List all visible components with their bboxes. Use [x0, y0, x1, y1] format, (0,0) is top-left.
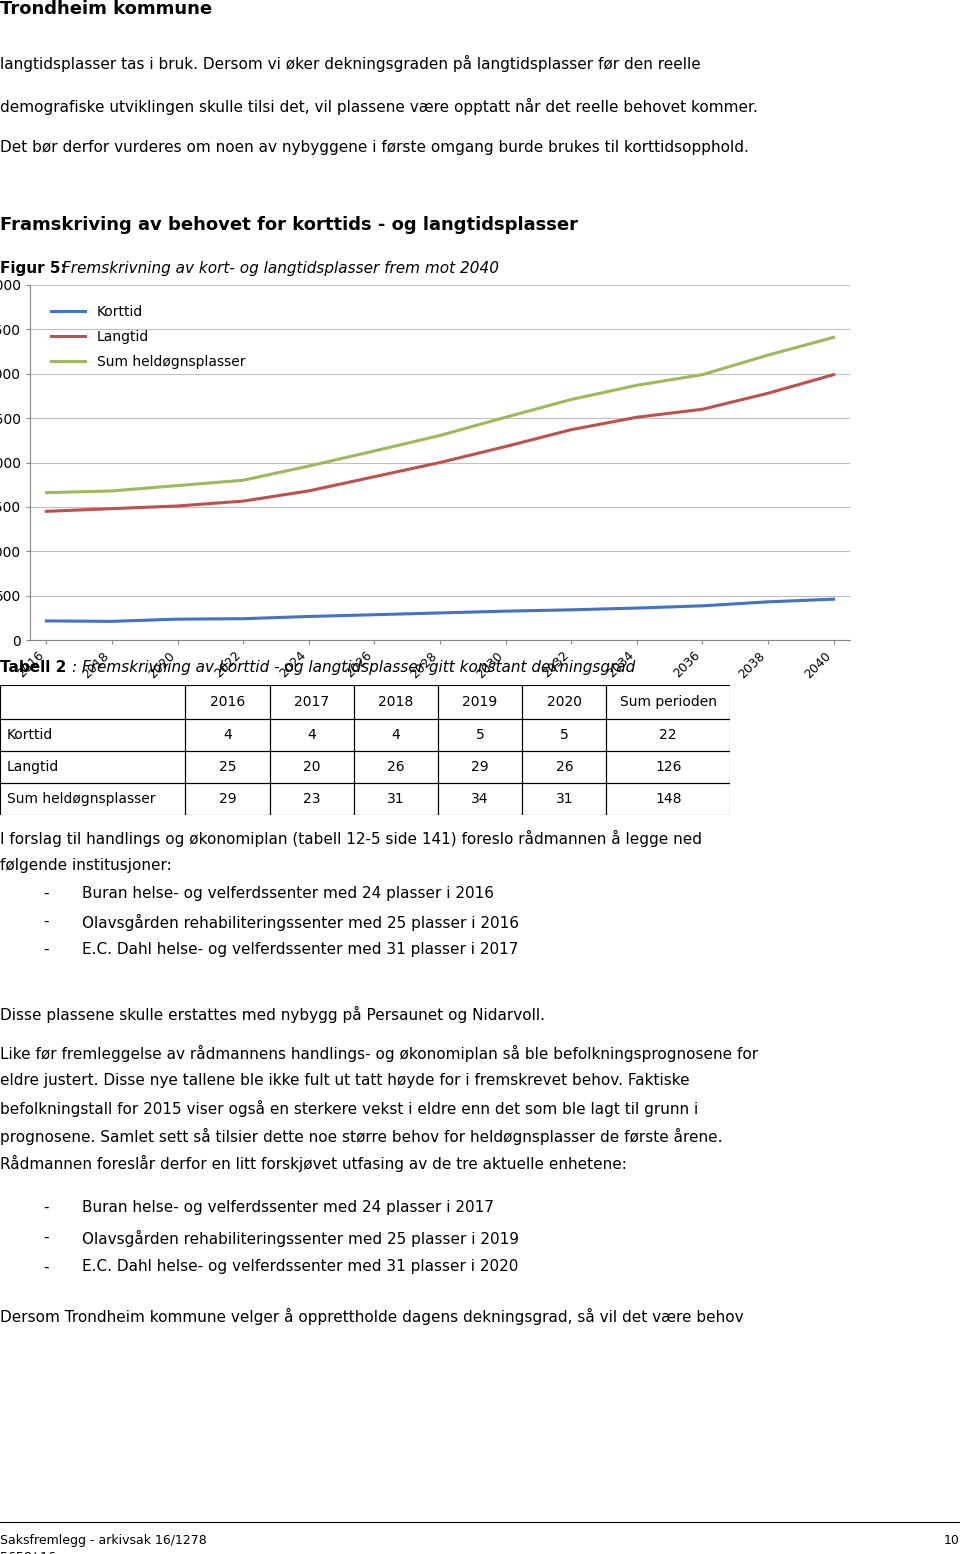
Text: Saksfremlegg - arkivsak 16/1278: Saksfremlegg - arkivsak 16/1278 — [0, 1534, 206, 1546]
Bar — [354, 751, 438, 783]
Bar — [607, 685, 730, 720]
Text: Framskriving av behovet for korttids - og langtidsplasser: Framskriving av behovet for korttids - o… — [0, 216, 578, 235]
Text: 148: 148 — [655, 793, 682, 807]
Bar — [270, 685, 354, 720]
Text: 2016: 2016 — [210, 695, 245, 709]
Text: 29: 29 — [471, 760, 489, 774]
Bar — [0, 720, 185, 751]
Text: -: - — [43, 886, 49, 901]
Text: Buran helse- og velferdssenter med 24 plasser i 2017: Buran helse- og velferdssenter med 24 pl… — [82, 1200, 493, 1215]
Bar — [607, 751, 730, 783]
Text: 126: 126 — [655, 760, 682, 774]
Text: prognosene. Samlet sett så tilsier dette noe større behov for heldøgnsplasser de: prognosene. Samlet sett så tilsier dette… — [0, 1128, 723, 1145]
Bar — [522, 783, 607, 814]
Text: I forslag til handlings og økonomiplan (tabell 12-5 side 141) foreslo rådmannen : I forslag til handlings og økonomiplan (… — [0, 830, 702, 847]
Text: Fremskrivning av kort- og langtidsplasser frem mot 2040: Fremskrivning av kort- og langtidsplasse… — [62, 261, 499, 277]
Bar — [185, 685, 270, 720]
Bar — [522, 720, 607, 751]
Text: -: - — [43, 914, 49, 929]
Bar — [270, 751, 354, 783]
Text: 31: 31 — [556, 793, 573, 807]
Text: 26: 26 — [556, 760, 573, 774]
Text: 4: 4 — [307, 729, 316, 743]
Legend: Korttid, Langtid, Sum heldøgnsplasser: Korttid, Langtid, Sum heldøgnsplasser — [45, 298, 251, 375]
Text: E.C. Dahl helse- og velferdssenter med 31 plasser i 2020: E.C. Dahl helse- og velferdssenter med 3… — [82, 1259, 518, 1274]
Bar — [438, 720, 522, 751]
Text: : Fremskrivning av korttid - og langtidsplasser gitt konstant dekningsgrad: : Fremskrivning av korttid - og langtids… — [72, 660, 636, 674]
Text: følgende institusjoner:: følgende institusjoner: — [0, 858, 172, 873]
Text: 31: 31 — [387, 793, 405, 807]
Bar — [0, 783, 185, 814]
Text: 34: 34 — [471, 793, 489, 807]
Bar — [185, 783, 270, 814]
Text: Det bør derfor vurderes om noen av nybyggene i første omgang burde brukes til ko: Det bør derfor vurderes om noen av nybyg… — [0, 140, 749, 155]
Bar — [354, 685, 438, 720]
Bar — [438, 685, 522, 720]
Text: Olavsgården rehabiliteringssenter med 25 plasser i 2016: Olavsgården rehabiliteringssenter med 25… — [82, 914, 518, 931]
Text: Dersom Trondheim kommune velger å opprettholde dagens dekningsgrad, så vil det v: Dersom Trondheim kommune velger å oppret… — [0, 1308, 744, 1326]
Text: 4: 4 — [392, 729, 400, 743]
Text: langtidsplasser tas i bruk. Dersom vi øker dekningsgraden på langtidsplasser før: langtidsplasser tas i bruk. Dersom vi øk… — [0, 54, 701, 71]
Text: 25: 25 — [219, 760, 236, 774]
Text: 10: 10 — [944, 1534, 960, 1546]
Text: Like før fremleggelse av rådmannens handlings- og økonomiplan så ble befolknings: Like før fremleggelse av rådmannens hand… — [0, 1044, 758, 1061]
Text: 4: 4 — [223, 729, 231, 743]
Text: 2017: 2017 — [294, 695, 329, 709]
Text: 26: 26 — [387, 760, 405, 774]
Bar — [0, 751, 185, 783]
Text: -: - — [43, 942, 49, 957]
Text: 29: 29 — [219, 793, 236, 807]
Bar — [522, 685, 607, 720]
Text: Trondheim kommune: Trondheim kommune — [0, 0, 212, 19]
Text: 2018: 2018 — [378, 695, 414, 709]
Text: eldre justert. Disse nye tallene ble ikke fult ut tatt høyde for i fremskrevet b: eldre justert. Disse nye tallene ble ikk… — [0, 1072, 689, 1088]
Bar — [438, 783, 522, 814]
Bar — [270, 783, 354, 814]
Text: 5658/ 16: 5658/ 16 — [0, 1551, 56, 1554]
Text: Sum perioden: Sum perioden — [620, 695, 717, 709]
Text: Olavsgården rehabiliteringssenter med 25 plasser i 2019: Olavsgården rehabiliteringssenter med 25… — [82, 1229, 518, 1246]
Text: -: - — [43, 1229, 49, 1245]
Bar — [270, 720, 354, 751]
Text: Tabell 2: Tabell 2 — [0, 660, 66, 674]
Text: Figur 5:: Figur 5: — [0, 261, 72, 277]
Text: E.C. Dahl helse- og velferdssenter med 31 plasser i 2017: E.C. Dahl helse- og velferdssenter med 3… — [82, 942, 518, 957]
Bar — [438, 751, 522, 783]
Text: 2019: 2019 — [463, 695, 497, 709]
Bar — [185, 720, 270, 751]
Text: 22: 22 — [660, 729, 677, 743]
Text: 23: 23 — [303, 793, 321, 807]
Text: demografiske utviklingen skulle tilsi det, vil plassene være opptatt når det ree: demografiske utviklingen skulle tilsi de… — [0, 98, 757, 115]
Text: Buran helse- og velferdssenter med 24 plasser i 2016: Buran helse- og velferdssenter med 24 pl… — [82, 886, 493, 901]
Bar — [607, 783, 730, 814]
Text: 5: 5 — [476, 729, 485, 743]
Text: befolkningstall for 2015 viser også en sterkere vekst i eldre enn det som ble la: befolkningstall for 2015 viser også en s… — [0, 1100, 698, 1117]
Text: Sum heldøgnsplasser: Sum heldøgnsplasser — [7, 793, 156, 807]
Bar — [607, 720, 730, 751]
Bar — [522, 751, 607, 783]
Text: Langtid: Langtid — [7, 760, 59, 774]
Text: 5: 5 — [560, 729, 568, 743]
Text: Korttid: Korttid — [7, 729, 53, 743]
Text: 20: 20 — [303, 760, 321, 774]
Text: -: - — [43, 1200, 49, 1215]
Text: Rådmannen foreslår derfor en litt forskjøvet utfasing av de tre aktuelle enheten: Rådmannen foreslår derfor en litt forskj… — [0, 1155, 627, 1172]
Text: Disse plassene skulle erstattes med nybygg på Persaunet og Nidarvoll.: Disse plassene skulle erstattes med nyby… — [0, 1005, 545, 1023]
Bar — [354, 720, 438, 751]
Text: -: - — [43, 1259, 49, 1274]
Bar — [0, 685, 185, 720]
Text: 2020: 2020 — [547, 695, 582, 709]
Bar — [185, 751, 270, 783]
Bar — [354, 783, 438, 814]
